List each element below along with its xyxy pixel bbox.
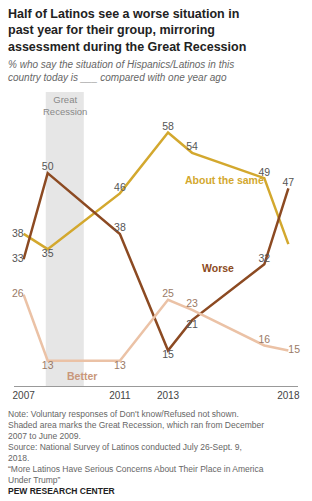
- svg-text:50: 50: [42, 160, 54, 172]
- svg-text:16: 16: [258, 333, 270, 345]
- svg-text:Worse: Worse: [202, 262, 234, 274]
- svg-text:54: 54: [186, 140, 198, 152]
- svg-text:32: 32: [258, 252, 270, 264]
- svg-text:35: 35: [42, 247, 54, 259]
- svg-text:25: 25: [162, 287, 174, 299]
- svg-text:PEW RESEARCH CENTER: PEW RESEARCH CENTER: [8, 486, 115, 496]
- svg-text:Note: Voluntary responses of D: Note: Voluntary responses of Don't know/…: [8, 409, 264, 485]
- svg-text:Better: Better: [67, 370, 97, 382]
- svg-text:38: 38: [12, 227, 24, 239]
- svg-text:49: 49: [258, 166, 270, 178]
- svg-text:58: 58: [162, 120, 174, 132]
- svg-text:15: 15: [162, 348, 174, 360]
- svg-text:GreatRecession: GreatRecession: [43, 94, 87, 117]
- svg-text:21: 21: [186, 318, 198, 330]
- svg-text:About the same: About the same: [185, 174, 264, 186]
- svg-text:47: 47: [283, 176, 295, 188]
- svg-text:2007: 2007: [13, 390, 36, 401]
- svg-text:13: 13: [114, 359, 126, 371]
- svg-text:23: 23: [186, 297, 198, 309]
- svg-text:% who say the situation of His: % who say the situation of Hispanics/Lat…: [8, 59, 234, 83]
- svg-text:2018: 2018: [277, 390, 300, 401]
- svg-text:38: 38: [114, 221, 126, 233]
- svg-text:2013: 2013: [157, 390, 180, 401]
- svg-text:2011: 2011: [109, 390, 131, 401]
- svg-text:46: 46: [114, 181, 126, 193]
- svg-text:Half of Latinos see a worse si: Half of Latinos see a worse situation in…: [8, 7, 246, 54]
- svg-text:13: 13: [42, 359, 54, 371]
- svg-text:26: 26: [12, 287, 24, 299]
- svg-text:15: 15: [288, 343, 300, 355]
- svg-text:33: 33: [12, 252, 24, 264]
